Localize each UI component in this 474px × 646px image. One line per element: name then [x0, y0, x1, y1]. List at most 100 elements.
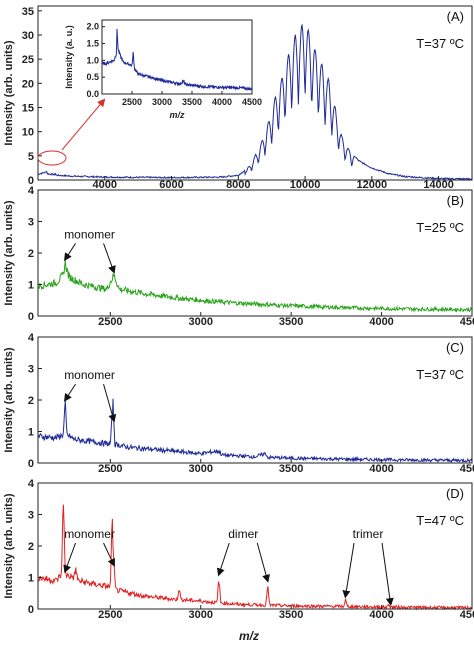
y-tick-label: 4	[28, 332, 35, 344]
x-tick-label: 4500	[460, 609, 474, 621]
annotation-label: dimer	[228, 527, 258, 541]
highlight-arrow	[61, 98, 106, 151]
panel-label: (D)	[446, 486, 464, 501]
y-tick-label: 15	[22, 103, 34, 115]
inset-x-tick-label: 3000	[152, 97, 172, 107]
inset-y-tick-label: 1.0	[86, 55, 99, 65]
plot-frame	[37, 5, 473, 181]
highlight-ellipse	[37, 150, 67, 166]
x-tick-label: 2500	[98, 463, 122, 475]
x-tick-label: 4000	[369, 463, 393, 475]
x-tick-label: 3500	[279, 316, 303, 328]
panel-a: 0 5 10 15 20 25 30 35 4000 6000 8000 10000 12000 1400…	[3, 5, 473, 191]
y-tick-label: 25	[22, 54, 34, 66]
y-tick-label: 1	[28, 427, 34, 439]
y-tick-label: 3	[28, 364, 34, 376]
y-tick-label: 10	[22, 127, 34, 139]
panel-label: (B)	[447, 193, 464, 208]
annotation-arrow	[342, 542, 355, 599]
annotation-label: monomer	[64, 368, 115, 382]
series-line	[37, 259, 472, 313]
plot-frame	[37, 482, 473, 610]
inset-x-axis-label: m/z	[169, 110, 185, 120]
y-tick-label: 0	[28, 311, 34, 323]
x-tick-label: 8000	[226, 179, 250, 191]
x-tick-label: 4000	[369, 609, 393, 621]
inset-x-tick-label: 4500	[242, 97, 262, 107]
y-tick-label: 2	[28, 541, 34, 553]
x-tick-label: 10000	[290, 179, 321, 191]
y-tick-label: 35	[22, 6, 34, 18]
inset-x-tick-label: 3500	[182, 97, 202, 107]
annotation-arrow	[63, 542, 77, 574]
series-line	[37, 504, 473, 611]
annotation-arrow	[103, 384, 117, 423]
temperature-label: T=37 ºC	[416, 36, 464, 51]
y-tick-label: 4	[28, 185, 35, 197]
y-tick-label: 1	[28, 573, 34, 585]
x-tick-label: 3500	[279, 609, 303, 621]
y-tick-label: 30	[22, 30, 34, 42]
x-tick-label: 3000	[189, 463, 213, 475]
y-tick-label: 1	[28, 280, 34, 292]
x-tick-label: 4000	[93, 179, 117, 191]
y-axis-label: Intensity (arb. units)	[3, 347, 15, 452]
x-tick-label: 12000	[357, 179, 388, 191]
annotation-arrow	[64, 243, 76, 262]
y-tick-label: 3	[28, 217, 34, 229]
series-line	[37, 23, 473, 181]
x-tick-label: 4000	[369, 316, 393, 328]
x-tick-label: 2500	[98, 316, 122, 328]
temperature-label: T=25 ºC	[416, 220, 464, 235]
y-tick-label: 20	[22, 78, 34, 90]
x-tick-label: 14000	[423, 179, 454, 191]
panel-b: 0 1 2 3 4 2500 3000 3500 4000 4500 (B) T=25 ºC Inten…	[3, 185, 474, 328]
y-tick-label: 0	[28, 458, 34, 470]
panel-d: 0 1 2 3 4 2500 3000 3500 4000 4500 (D) T=47 ºC Inten…	[3, 478, 474, 621]
inset-x-tick-label: 4000	[212, 97, 232, 107]
annotation-arrow	[103, 243, 116, 274]
temperature-label: T=47 ºC	[416, 513, 464, 528]
panel-label: (A)	[447, 9, 464, 24]
annotation-arrow	[103, 542, 116, 567]
inset-y-tick-label: 0.5	[86, 72, 99, 82]
y-axis-label: Intensity (arb. units)	[3, 493, 15, 598]
x-tick-label: 3000	[189, 609, 213, 621]
inset-frame	[101, 19, 253, 95]
annotation-label: trimer	[353, 527, 384, 541]
x-tick-label: 6000	[159, 179, 183, 191]
panel-c: 0 1 2 3 4 2500 3000 3500 4000 4500 (C) T=37 ºC Inten…	[3, 332, 474, 475]
inset-y-axis-label: Intensity (a. u.)	[64, 25, 74, 89]
inset-y-tick-label: 2.0	[86, 22, 99, 32]
temperature-label: T=37 ºC	[416, 367, 464, 382]
inset-x-tick-label: 2500	[122, 97, 142, 107]
series-line	[37, 398, 473, 464]
y-tick-label: 0	[28, 175, 34, 187]
annotation-arrow	[64, 383, 76, 402]
y-tick-label: 3	[28, 510, 34, 522]
x-tick-label: 3500	[279, 463, 303, 475]
y-tick-label: 2	[28, 395, 34, 407]
y-tick-label: 2	[28, 248, 34, 260]
annotation-arrow	[381, 542, 394, 607]
annotation-arrow	[256, 542, 270, 583]
y-tick-label: 5	[28, 151, 34, 163]
plot-frame	[37, 189, 473, 317]
x-tick-label: 3000	[189, 316, 213, 328]
x-tick-label: 2500	[98, 609, 122, 621]
y-tick-label: 0	[28, 604, 34, 616]
y-tick-label: 4	[28, 478, 35, 490]
inset-series-line	[101, 28, 253, 92]
inset-y-tick-label: 1.5	[86, 39, 99, 49]
inset-plot: 0.0 0.5 1.0 1.5 2.0 2500 3000 3500 4000 4500 Inten…	[64, 19, 262, 120]
inset-y-tick-label: 0.0	[86, 89, 99, 99]
x-tick-label: 4500	[460, 316, 474, 328]
x-axis-label: m/z	[239, 629, 259, 643]
x-tick-label: 4500	[460, 463, 474, 475]
y-axis-label: Intensity (arb. units)	[3, 200, 15, 305]
panel-label: (C)	[446, 340, 464, 355]
annotation-label: monomer	[64, 527, 115, 541]
annotation-arrow	[216, 542, 230, 577]
